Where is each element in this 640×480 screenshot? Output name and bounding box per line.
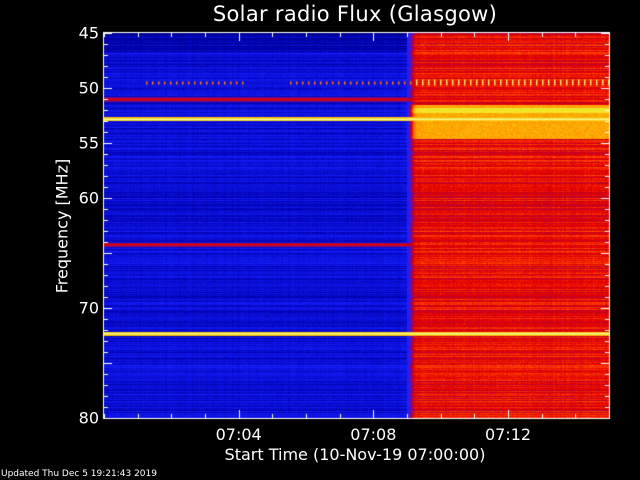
chart-title: Solar radio Flux (Glasgow) bbox=[212, 2, 498, 26]
y-tick-label: 70 bbox=[78, 298, 99, 318]
x-axis-label: Start Time (10-Nov-19 07:00:00) bbox=[224, 445, 486, 464]
y-tick-label: 45 bbox=[78, 23, 99, 43]
y-axis-label: Frequency [MHz] bbox=[52, 158, 72, 294]
y-tick-label: 80 bbox=[78, 408, 99, 428]
y-tick-label: 50 bbox=[78, 78, 99, 98]
update-timestamp: Updated Thu Dec 5 19:21:43 2019 bbox=[1, 469, 157, 479]
x-tick-label: 07:08 bbox=[350, 425, 397, 444]
y-tick-label: 60 bbox=[78, 188, 99, 208]
x-tick-label: 07:04 bbox=[215, 425, 262, 444]
y-tick-label: 55 bbox=[78, 133, 99, 153]
x-tick-label: 07:12 bbox=[484, 425, 532, 444]
